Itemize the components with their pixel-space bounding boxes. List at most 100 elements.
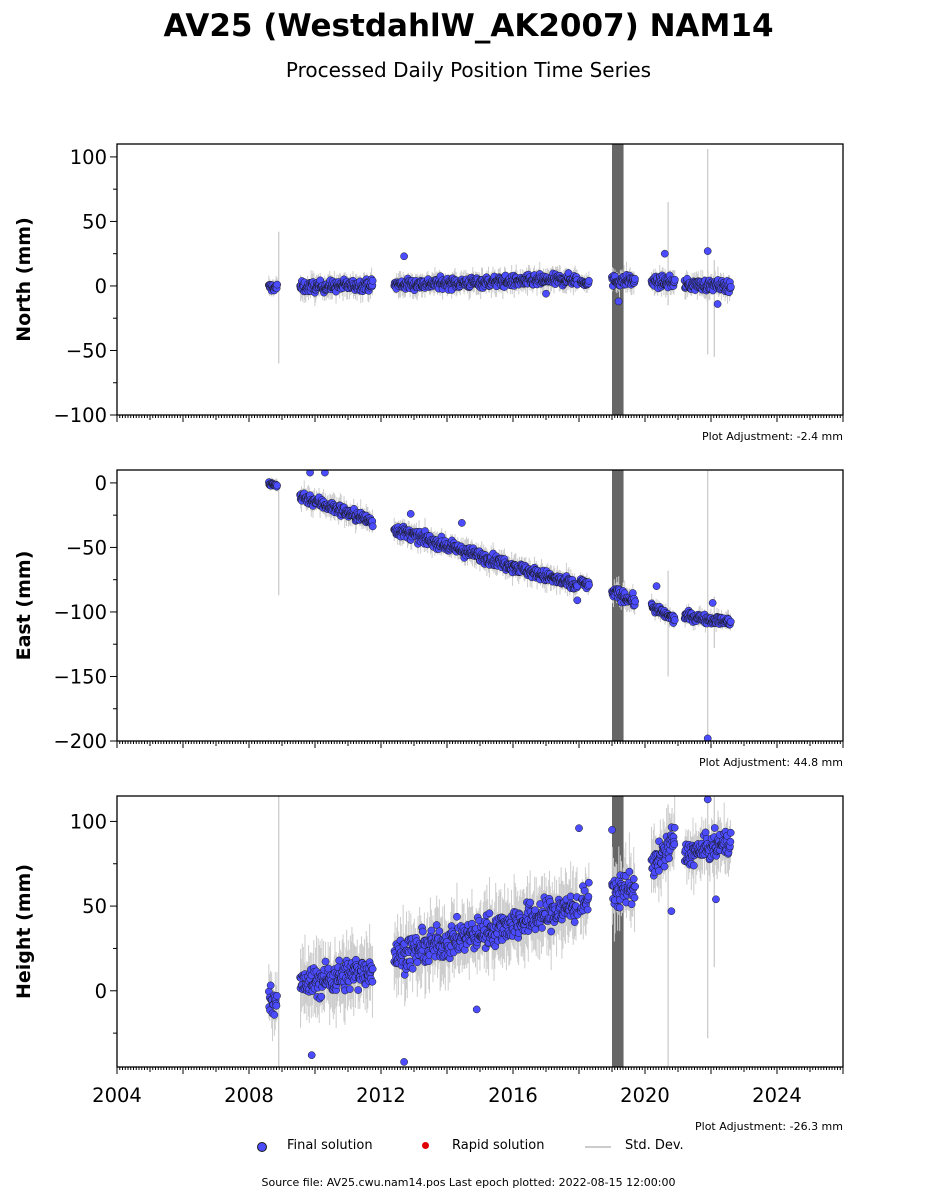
data-point — [615, 903, 624, 912]
x-tick-label: 2008 — [224, 1084, 274, 1107]
legend: Final solution Rapid solution Std. Dev. — [250, 1136, 720, 1158]
y-tick-label: −100 — [53, 404, 107, 427]
data-point — [531, 925, 540, 934]
y-tick-label: 100 — [70, 810, 107, 833]
y-tick-label: 50 — [82, 210, 107, 233]
data-point — [665, 854, 673, 863]
data-point — [627, 900, 636, 909]
data-point-outlier — [712, 895, 720, 904]
data-point-outlier — [306, 470, 314, 477]
source-note: Source file: AV25.cwu.nam14.pos Last epo… — [261, 1176, 676, 1189]
plot-frame — [116, 469, 844, 742]
data-point — [585, 276, 593, 285]
data-point-outlier — [307, 1051, 316, 1059]
data-point — [584, 892, 593, 901]
data-gap-band — [612, 796, 624, 1067]
plot-adjustment: Plot Adjustment: -26.3 mm — [695, 1120, 843, 1133]
data-point — [570, 918, 579, 926]
plot-area — [265, 144, 735, 415]
panel-1: 0 −50 −100 −150 −200 East (mm) Plot Adjustment… — [13, 469, 844, 769]
x-tick-label: 2016 — [488, 1084, 538, 1107]
data-point — [629, 875, 638, 883]
data-point — [273, 992, 281, 1000]
data-point — [670, 275, 679, 284]
data-point-outlier — [400, 1058, 408, 1066]
y-axis-label: North (mm) — [13, 217, 35, 342]
data-point — [272, 1001, 281, 1010]
data-point — [526, 898, 535, 907]
x-tick-label: 2012 — [356, 1084, 406, 1107]
data-point — [727, 283, 735, 291]
panel-2: 100 50 0 Height (mm) 2004 2008 2012 2016 2020 202… — [13, 795, 844, 1133]
legend-rapid-label: Rapid solution — [452, 1138, 545, 1153]
data-point-outlier — [660, 249, 669, 258]
data-point-outlier — [608, 826, 616, 834]
data-point — [485, 909, 494, 918]
data-point — [266, 981, 275, 990]
legend-rapid-marker — [422, 1142, 429, 1149]
data-point — [584, 878, 593, 887]
data-point — [566, 892, 575, 901]
data-point — [585, 580, 593, 589]
x-tick-label: 2024 — [752, 1084, 802, 1107]
data-point — [270, 1011, 279, 1019]
legend-std-label: Std. Dev. — [625, 1138, 684, 1153]
plot-area — [265, 796, 735, 1067]
data-point-outlier — [573, 596, 582, 605]
plot-area — [265, 470, 735, 741]
data-point — [701, 828, 710, 837]
data-point — [726, 828, 735, 837]
data-point-outlier — [321, 470, 329, 477]
y-axis-label: Height (mm) — [13, 864, 35, 999]
data-point — [726, 617, 735, 626]
data-point — [583, 905, 592, 914]
data-point — [631, 274, 639, 283]
data-point-outlier — [614, 297, 623, 306]
data-point-outlier — [652, 582, 661, 590]
data-point — [354, 986, 363, 994]
data-point-outlier — [703, 796, 712, 804]
data-point — [631, 882, 639, 891]
data-point — [670, 823, 679, 832]
data-point — [435, 927, 444, 936]
legend-std-line — [585, 1146, 611, 1148]
data-point-outlier — [703, 734, 712, 741]
data-point — [630, 893, 639, 902]
legend-final-label: Final solution — [287, 1138, 373, 1153]
data-point — [345, 985, 354, 993]
x-tick-label: 2020 — [620, 1084, 670, 1107]
data-point — [726, 837, 735, 846]
data-point — [321, 957, 330, 966]
data-point — [427, 926, 436, 935]
data-point-outlier — [667, 907, 676, 916]
data-point — [368, 522, 377, 531]
data-point-outlier — [703, 247, 712, 255]
legend-final-marker — [257, 1142, 267, 1152]
y-tick-label: −50 — [66, 536, 107, 559]
data-point-outlier — [458, 519, 466, 527]
data-point — [689, 861, 698, 870]
data-point — [670, 840, 679, 849]
plot-adjustment: Plot Adjustment: 44.8 mm — [699, 756, 843, 769]
data-point — [655, 866, 663, 875]
panel-0: 100 50 0 −50 −100 North (mm) Plot Adjustment: … — [13, 143, 844, 443]
data-point — [408, 964, 417, 973]
data-point-outlier — [406, 510, 415, 518]
data-point — [273, 481, 281, 490]
chart-title: AV25 (WestdahlW_AK2007) NAM14 — [163, 8, 774, 44]
data-point-outlier — [708, 599, 717, 607]
data-point-outlier — [400, 252, 408, 261]
data-point — [631, 597, 639, 606]
data-point — [625, 867, 634, 876]
data-point-outlier — [472, 1005, 481, 1014]
data-point — [580, 886, 589, 895]
y-tick-label: −50 — [66, 339, 107, 362]
x-tick-label: 2004 — [92, 1084, 142, 1107]
plot-adjustment: Plot Adjustment: -2.4 mm — [702, 430, 843, 443]
chart-subtitle: Processed Daily Position Time Series — [285, 58, 652, 82]
data-point — [418, 927, 427, 936]
y-tick-label: 100 — [70, 146, 107, 169]
data-point — [453, 912, 461, 921]
data-point — [547, 927, 556, 936]
